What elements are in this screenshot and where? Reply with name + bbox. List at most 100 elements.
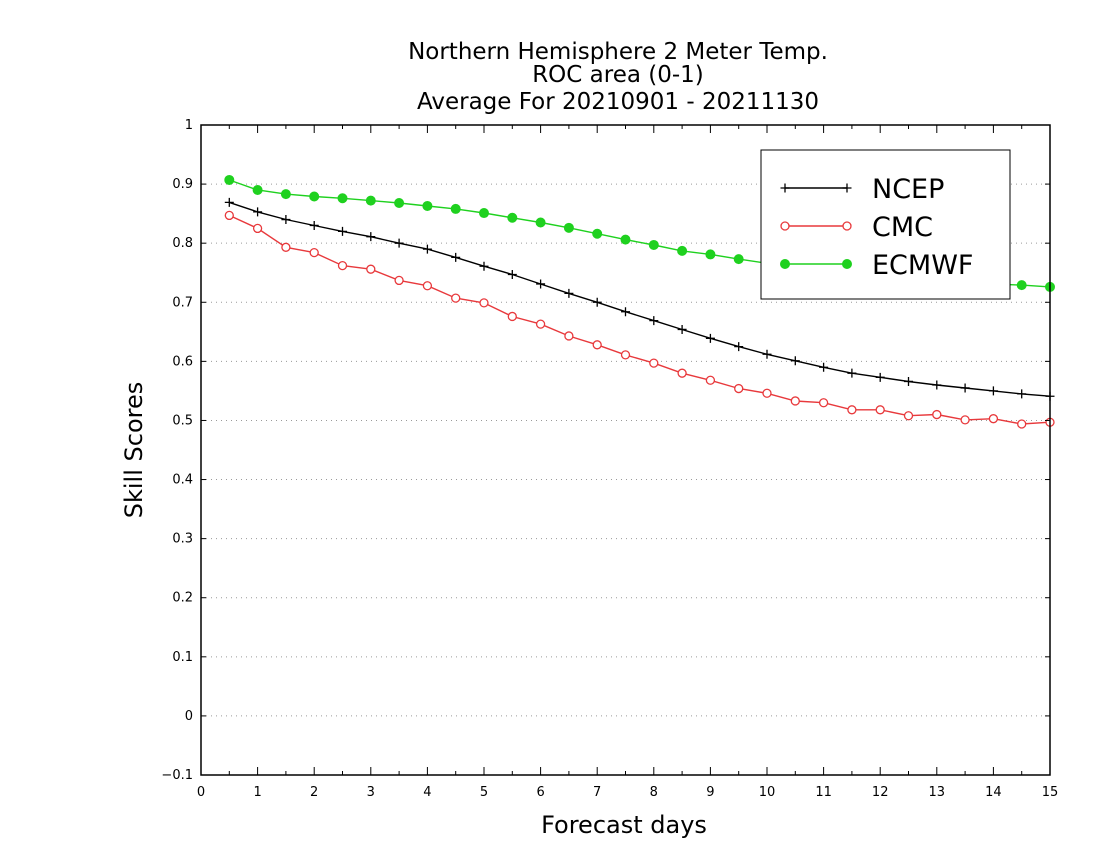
legend-marker-ecmwf bbox=[780, 259, 790, 269]
data-point-ncep bbox=[734, 342, 744, 352]
data-point-ncep bbox=[422, 244, 432, 254]
data-point-cmc bbox=[337, 260, 348, 271]
data-point-ncep bbox=[932, 380, 942, 390]
data-point-ecmwf bbox=[620, 234, 631, 245]
data-point-ecmwf bbox=[450, 203, 461, 214]
data-point-ncep bbox=[479, 261, 489, 271]
data-point-ecmwf bbox=[280, 189, 291, 200]
data-point-ncep bbox=[875, 372, 885, 382]
data-point-ecmwf bbox=[563, 222, 574, 233]
y-axis-label: Skill Scores bbox=[120, 382, 148, 519]
data-point-ecmwf bbox=[422, 200, 433, 211]
y-tick-label: −0.1 bbox=[161, 768, 193, 783]
data-point-cmc bbox=[309, 247, 319, 258]
data-point-ncep bbox=[705, 333, 715, 343]
y-tick-label: 1 bbox=[185, 118, 193, 133]
data-point-cmc bbox=[960, 415, 970, 425]
data-point-cmc bbox=[734, 383, 744, 394]
x-tick-label: 6 bbox=[536, 785, 544, 800]
data-point-cmc bbox=[394, 275, 404, 286]
x-tick-label: 11 bbox=[815, 785, 832, 800]
data-point-cmc bbox=[422, 281, 433, 291]
data-point-ecmwf bbox=[479, 208, 489, 219]
legend-label-ncep: NCEP bbox=[872, 174, 944, 205]
legend-label-cmc: CMC bbox=[872, 212, 933, 243]
x-tick-label: 3 bbox=[367, 785, 375, 800]
data-point-ncep bbox=[451, 252, 461, 262]
y-tick-label: 0.6 bbox=[172, 354, 193, 369]
data-point-ncep bbox=[621, 307, 630, 317]
data-point-cmc bbox=[451, 293, 461, 303]
legend-marker-cmc bbox=[780, 221, 790, 231]
x-tick-label: 15 bbox=[1042, 785, 1059, 800]
data-point-ecmwf bbox=[1016, 280, 1027, 291]
x-tick-label: 1 bbox=[253, 785, 261, 800]
data-point-ecmwf bbox=[337, 193, 348, 204]
data-point-ncep bbox=[762, 349, 772, 359]
data-point-cmc bbox=[535, 319, 546, 329]
data-point-cmc bbox=[592, 340, 602, 350]
y-tick-label: 0.4 bbox=[172, 473, 193, 488]
x-tick-label: 13 bbox=[929, 785, 946, 800]
y-tick-label: 0 bbox=[185, 709, 193, 724]
data-point-ncep bbox=[1017, 389, 1027, 399]
data-point-cmc bbox=[903, 411, 914, 421]
data-point-cmc bbox=[988, 414, 999, 424]
data-point-ecmwf bbox=[592, 228, 603, 239]
data-point-cmc bbox=[564, 331, 574, 341]
data-point-cmc bbox=[818, 398, 829, 408]
legend-box bbox=[760, 149, 1011, 300]
data-point-cmc bbox=[281, 242, 291, 252]
series-ncep bbox=[224, 197, 1055, 401]
y-tick-label: 0.1 bbox=[172, 650, 193, 665]
data-point-cmc bbox=[1017, 419, 1027, 429]
data-point-ecmwf bbox=[648, 239, 659, 250]
data-point-ecmwf bbox=[677, 245, 688, 256]
legend-item-ecmwf: ECMWF bbox=[780, 250, 973, 281]
x-tick-label: 5 bbox=[480, 785, 488, 800]
data-point-ncep bbox=[394, 238, 404, 248]
data-point-cmc bbox=[366, 264, 376, 274]
x-tick-label: 9 bbox=[706, 785, 714, 800]
chart-title-line-3: Average For 20210901 - 20211130 bbox=[417, 89, 819, 115]
data-point-ncep bbox=[960, 383, 970, 393]
data-point-ncep bbox=[988, 386, 998, 396]
data-point-cmc bbox=[649, 358, 659, 368]
chart-title-line-1: Northern Hemisphere 2 Meter Temp. bbox=[408, 39, 828, 65]
legend-marker-ncep bbox=[842, 183, 852, 193]
y-tick-label: 0.5 bbox=[172, 413, 193, 428]
data-point-ncep bbox=[819, 362, 829, 372]
x-tick-label: 0 bbox=[197, 785, 205, 800]
data-point-cmc bbox=[677, 368, 687, 378]
data-point-ncep bbox=[592, 297, 602, 307]
data-point-cmc bbox=[790, 396, 800, 406]
series-cmc bbox=[224, 210, 1055, 429]
data-point-cmc bbox=[705, 375, 716, 385]
x-tick-label: 4 bbox=[423, 785, 431, 800]
axis-ticks: −0.100.10.20.30.40.50.60.70.80.910 1 2 3 4 5 6… bbox=[161, 118, 1058, 800]
data-point-cmc bbox=[875, 405, 885, 415]
data-point-ecmwf bbox=[507, 212, 518, 223]
legend-label-ecmwf: ECMWF bbox=[872, 250, 973, 281]
data-point-ecmwf bbox=[224, 174, 235, 185]
y-tick-label: 0.9 bbox=[172, 177, 193, 192]
legend-marker-ecmwf bbox=[842, 259, 852, 269]
data-point-ncep bbox=[338, 226, 347, 236]
data-point-cmc bbox=[620, 350, 631, 360]
data-point-ecmwf bbox=[252, 185, 263, 195]
series-line-cmc bbox=[229, 214, 1051, 425]
data-point-cmc bbox=[762, 388, 772, 398]
data-point-cmc bbox=[507, 311, 517, 322]
data-point-ecmwf bbox=[733, 254, 744, 265]
data-point-ecmwf bbox=[535, 217, 546, 228]
data-point-ncep bbox=[281, 215, 291, 225]
data-point-ncep bbox=[309, 220, 319, 230]
data-point-cmc bbox=[224, 210, 234, 221]
data-point-ncep bbox=[677, 324, 687, 334]
data-point-ncep bbox=[253, 207, 263, 217]
legend-marker-cmc bbox=[842, 221, 852, 231]
data-point-ncep bbox=[366, 232, 376, 242]
legend-item-cmc: CMC bbox=[780, 212, 933, 243]
y-tick-label: 0.3 bbox=[172, 532, 193, 547]
